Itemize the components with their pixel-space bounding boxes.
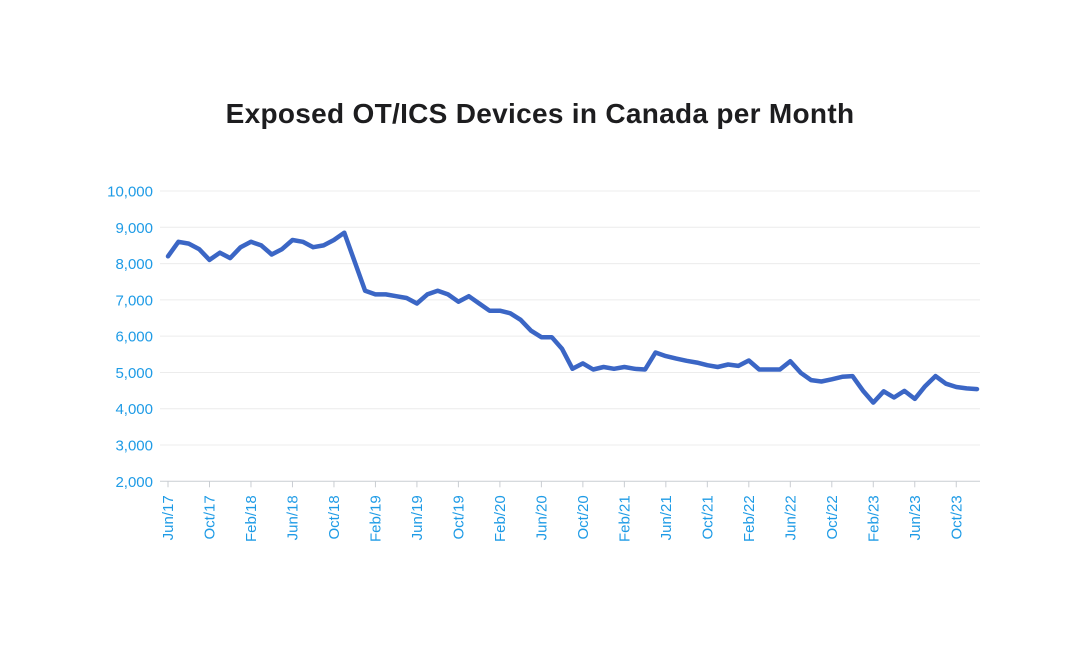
- x-axis-tick-label: Jun/22: [782, 495, 799, 540]
- x-axis-tick-label: Jun/19: [409, 495, 426, 540]
- chart-title: Exposed OT/ICS Devices in Canada per Mon…: [225, 98, 855, 129]
- x-axis-tick-label: Oct/17: [201, 495, 218, 539]
- x-axis-tick-label: Feb/22: [741, 495, 758, 542]
- x-axis-tick-label: Jun/23: [907, 495, 924, 540]
- x-axis-tick-label: Feb/18: [243, 495, 260, 542]
- y-axis-tick-label: 4,000: [115, 401, 153, 418]
- x-axis-tick-label: Feb/20: [492, 495, 509, 542]
- y-axis-tick-label: 5,000: [115, 365, 153, 382]
- x-axis-tick-label: Feb/19: [367, 495, 384, 542]
- x-axis-tick-label: Oct/20: [575, 495, 592, 539]
- y-axis-tick-label: 7,000: [115, 292, 153, 309]
- y-axis-tick-label: 9,000: [115, 220, 153, 237]
- y-axis-tick-label: 6,000: [115, 329, 153, 346]
- y-axis-tick-label: 2,000: [115, 474, 153, 491]
- x-axis-tick-label: Jun/20: [533, 495, 550, 540]
- x-axis-tick-label: Feb/23: [865, 495, 882, 542]
- y-axis-tick-label: 8,000: [115, 256, 153, 273]
- x-axis-tick-label: Jun/18: [284, 495, 301, 540]
- x-axis-tick-label: Oct/18: [326, 495, 343, 539]
- x-axis-tick-label: Oct/21: [699, 495, 716, 539]
- x-axis-tick-label: Oct/22: [824, 495, 841, 539]
- y-axis-tick-label: 10,000: [107, 184, 153, 201]
- x-axis-tick-label: Oct/23: [948, 495, 965, 539]
- y-axis-tick-label: 3,000: [115, 438, 153, 455]
- x-axis-tick-label: Feb/21: [616, 495, 633, 542]
- data-series-line: [165, 230, 980, 405]
- x-axis-tick-label: Jun/21: [658, 495, 675, 540]
- x-axis-tick-label: Jun/17: [160, 495, 177, 540]
- x-axis-tick-label: Oct/19: [450, 495, 467, 539]
